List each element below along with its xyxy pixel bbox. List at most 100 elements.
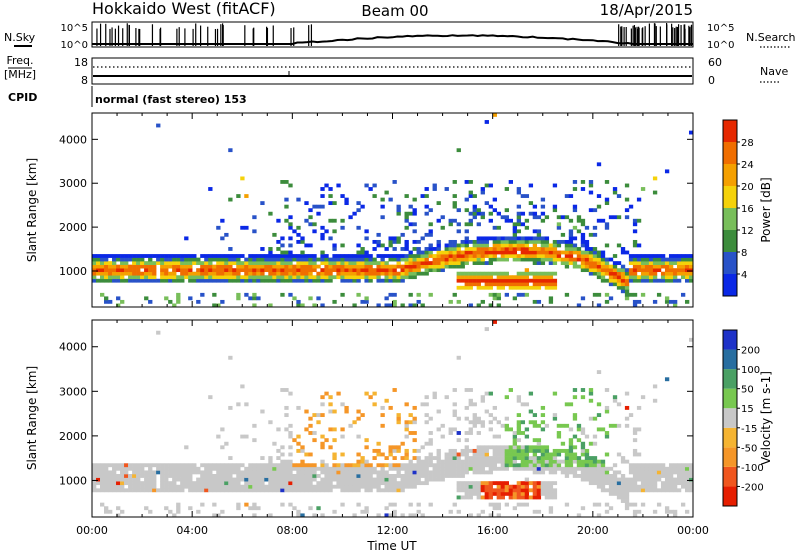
velocity-cell — [452, 427, 457, 432]
power-cell — [444, 187, 449, 191]
power-cell — [504, 239, 509, 244]
velocity-cell — [592, 474, 598, 478]
velocity-cell — [488, 481, 493, 486]
velocity-cell — [356, 409, 361, 414]
power-cell — [652, 271, 658, 276]
power-cell — [496, 239, 501, 244]
power-cell — [676, 257, 682, 262]
velocity-cell — [420, 445, 425, 450]
power-cell — [536, 261, 542, 265]
velocity-cell — [332, 466, 337, 471]
power-cell — [320, 254, 325, 258]
power-cell — [572, 204, 578, 209]
power-cell — [240, 268, 245, 273]
velocity-cell — [288, 484, 293, 489]
velocity-cell — [624, 502, 630, 507]
velocity-cell — [552, 463, 558, 468]
power-cell — [252, 292, 257, 297]
power-cell — [372, 261, 377, 265]
velocity-cell — [500, 466, 505, 471]
velocity-cell — [540, 488, 546, 493]
power-cell — [280, 278, 285, 283]
velocity-cell — [188, 466, 193, 471]
velocity-cell — [284, 413, 289, 418]
velocity-cell — [244, 434, 249, 439]
power-cell — [200, 264, 205, 269]
velocity-cell — [476, 445, 481, 450]
power-cell — [372, 247, 377, 251]
velocity-cell — [560, 423, 566, 428]
velocity-cell — [568, 456, 574, 460]
power-cell — [360, 268, 365, 273]
power-cell — [236, 296, 241, 301]
velocity-cell — [672, 466, 678, 471]
power-cell — [220, 218, 225, 223]
power-cell — [648, 254, 654, 258]
power-cell — [532, 239, 538, 244]
velocity-cell — [580, 448, 586, 453]
power-cell — [588, 190, 594, 195]
power-cell — [536, 271, 542, 276]
power-cell — [568, 250, 574, 255]
power-cell — [480, 271, 485, 276]
velocity-cell — [400, 441, 405, 446]
velocity-cell — [588, 391, 594, 396]
velocity-cell — [480, 445, 485, 450]
velocity-cells — [92, 320, 694, 518]
velocity-cell — [640, 477, 646, 482]
power-cell — [384, 271, 389, 276]
velocity-cell — [496, 484, 501, 489]
power-cell — [452, 247, 457, 251]
power-cell — [400, 232, 405, 237]
power-cell — [432, 254, 437, 258]
velocity-cell — [328, 445, 333, 450]
velocity-cell — [656, 477, 662, 482]
power-cell — [220, 275, 225, 280]
velocity-cell — [640, 484, 646, 489]
power-cell — [152, 271, 157, 276]
power-cell — [360, 247, 365, 251]
velocity-cell — [308, 470, 313, 475]
power-cell — [208, 271, 213, 276]
power-cell — [332, 257, 337, 262]
velocity-cell — [128, 463, 133, 468]
velocity-cell — [248, 484, 253, 489]
velocity-cell — [484, 481, 489, 486]
power-cell — [596, 303, 602, 308]
velocity-cell — [540, 427, 546, 432]
power-cell — [228, 261, 233, 265]
velocity-cell — [212, 502, 217, 507]
power-cell — [428, 292, 433, 297]
velocity-cell — [596, 370, 602, 375]
velocity-cell — [576, 423, 582, 428]
power-cell — [600, 254, 606, 258]
power-cell — [656, 278, 662, 283]
power-cell — [412, 239, 417, 244]
power-cell — [380, 261, 385, 265]
power-cell — [356, 261, 361, 265]
power-cell — [608, 271, 614, 276]
velocity-cell — [136, 484, 141, 489]
power-cell — [396, 257, 401, 262]
velocity-colorbar-label: -50 — [741, 443, 757, 454]
power-cell — [424, 254, 429, 258]
power-cell — [600, 268, 606, 273]
velocity-cell — [360, 477, 365, 482]
velocity-cell — [384, 463, 389, 468]
velocity-cell — [172, 470, 177, 475]
power-cell — [292, 268, 297, 273]
velocity-colorbar-label: -15 — [741, 424, 757, 435]
velocity-cell — [636, 463, 642, 468]
power-cell — [348, 268, 353, 273]
power-cell — [376, 232, 381, 237]
power-cell — [200, 271, 205, 276]
velocity-cell — [188, 463, 193, 468]
velocity-cell — [676, 481, 682, 486]
velocity-cell — [208, 488, 213, 493]
velocity-cell — [616, 452, 622, 457]
velocity-cell — [444, 466, 449, 471]
velocity-cell — [668, 509, 674, 514]
power-cell — [552, 239, 558, 244]
velocity-cell — [464, 452, 469, 457]
power-cell — [204, 261, 209, 265]
